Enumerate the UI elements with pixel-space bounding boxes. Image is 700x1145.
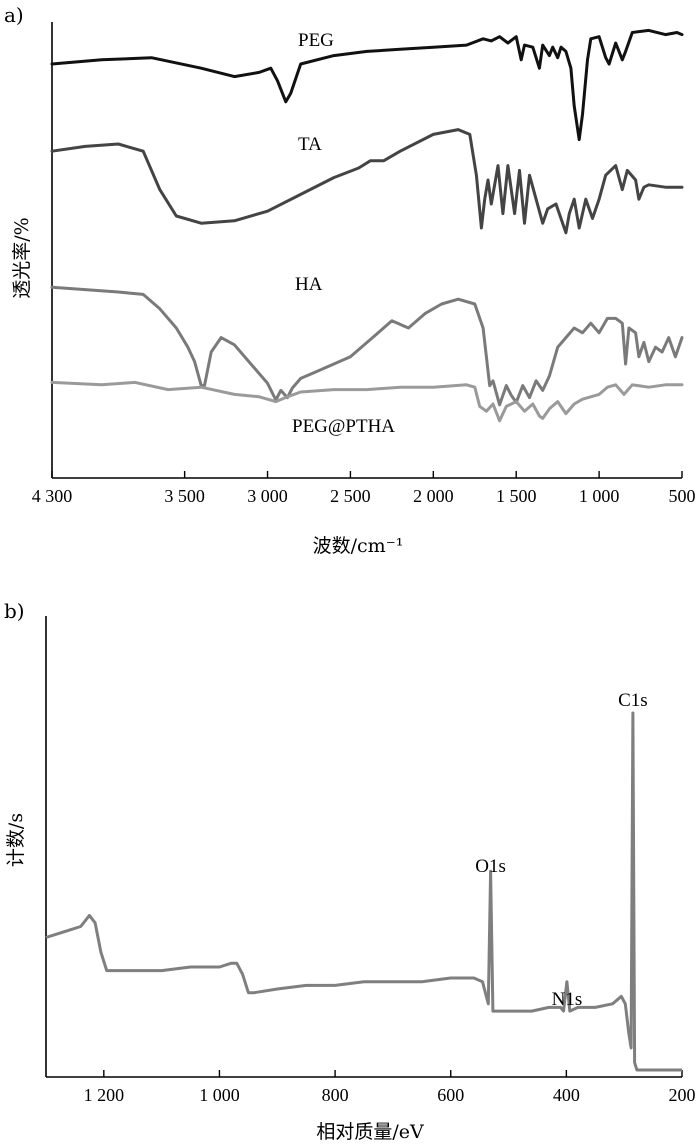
panel-a-x-tick-label: 1 500 xyxy=(496,486,537,506)
panel-a-series-group xyxy=(50,28,684,423)
panel-a-x-tick-label: 1 000 xyxy=(579,486,620,506)
panel-a-y-axis-label: 透光率/% xyxy=(11,217,33,298)
panel-a-x-axis-label: 波数/cm⁻¹ xyxy=(313,535,404,557)
panel-a-x-tick-label: 500 xyxy=(669,486,696,506)
panel-b-annotations: C1s O1s N1s xyxy=(475,690,647,1010)
peak-label-n1s: N1s xyxy=(552,989,583,1010)
series-line-peg-ptha xyxy=(50,380,684,423)
panel-a-x-tick-label: 2 500 xyxy=(330,486,371,506)
panel-b-x-tick-label: 1 000 xyxy=(199,1085,240,1105)
panel-b-x-tick-label: 1 200 xyxy=(84,1085,125,1105)
series-label-peg-ptha: PEG@PTHA xyxy=(292,416,395,437)
peak-label-c1s: C1s xyxy=(618,690,648,711)
series-line-ha xyxy=(50,285,684,407)
panel-a-x-tick-label: 4 300 xyxy=(32,486,73,506)
series-label-ta: TA xyxy=(298,134,322,155)
panel-b-x-tick-label: 200 xyxy=(669,1085,696,1105)
panel-b-x-axis-label: 相对质量/eV xyxy=(316,1121,424,1143)
series-line-peg xyxy=(50,28,684,142)
panel-b-label: b) xyxy=(4,599,25,623)
peak-label-o1s: O1s xyxy=(475,856,506,877)
panel-b-series-group xyxy=(45,711,682,1072)
panel-a-x-tick-label: 2 000 xyxy=(413,486,454,506)
panel-a-x-ticks: 4 300 3 500 3 000 2 500 2 000 1 500 1 000 500 xyxy=(32,471,696,506)
panel-a-x-tick-label: 3 500 xyxy=(164,486,205,506)
series-line-ta xyxy=(50,128,684,235)
panel-b-x-ticks: 1 200 1 000 800 600 400 200 xyxy=(84,1070,696,1105)
panel-a-x-tick-label: 3 000 xyxy=(247,486,288,506)
series-label-peg: PEG xyxy=(298,30,334,51)
panel-b-x-tick-label: 400 xyxy=(553,1085,580,1105)
chart-panel-a: a) 4 300 3 500 3 000 2 500 2 000 1 500 1 000 50… xyxy=(4,3,696,557)
panel-a-series-labels: PEG TA HA PEG@PTHA xyxy=(292,30,395,437)
panel-b-x-tick-label: 600 xyxy=(437,1085,464,1105)
chart-panel-b: b) 1 200 1 000 800 600 400 200 C1s O1s N1s 相对质量… xyxy=(4,599,696,1143)
panel-b-x-tick-label: 800 xyxy=(322,1085,349,1105)
series-label-ha: HA xyxy=(295,274,323,295)
xps-spectrum-line xyxy=(45,711,682,1072)
panel-a-label: a) xyxy=(4,3,24,27)
panel-b-y-axis-label: 计数/s xyxy=(5,813,27,867)
